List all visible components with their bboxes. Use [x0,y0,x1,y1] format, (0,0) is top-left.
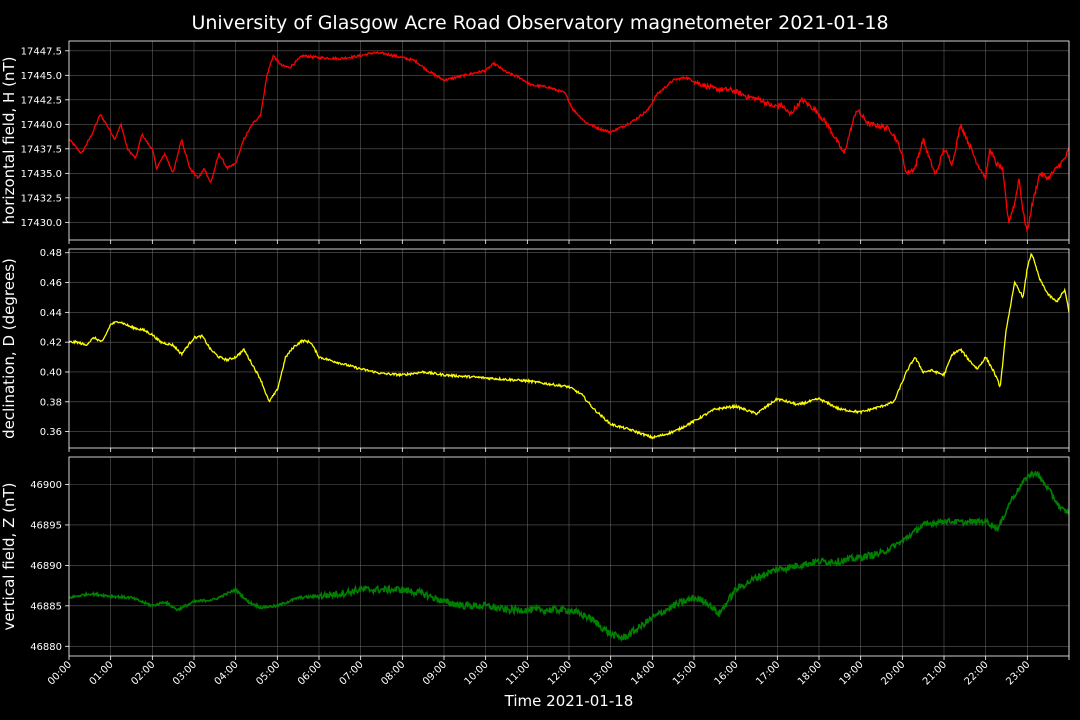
y-tick-label: 17442.5 [21,95,62,106]
y-tick-label: 0.38 [40,397,62,408]
y-tick-label: 17447.5 [21,46,62,57]
y-tick-label: 46880 [30,642,62,653]
y-tick-label: 0.36 [40,427,62,438]
chart-title: University of Glasgow Acre Road Observat… [191,12,888,34]
plot-frame-declination [68,248,1070,449]
plot-frame-horizontal [68,40,1070,241]
y-tick-label: 0.40 [40,367,62,378]
y-tick-label: 0.44 [40,308,62,319]
y-axis-label-vertical: vertical field, Z (nT) [0,482,18,630]
panel-horizontal: 17430.0 17432.5 17435.0 17437.5 17440.0 17442… [0,40,1070,244]
y-tick-label: 17432.5 [21,193,62,204]
panel-declination: 0.36 0.38 0.40 0.42 0.44 0.46 0.48 declination,… [0,248,1070,452]
y-tick-label: 17437.5 [21,144,62,155]
y-tick-label: 46895 [30,520,62,531]
y-tick-label: 0.46 [40,278,62,289]
y-tick-label: 46900 [30,480,62,491]
y-tick-label: 0.42 [40,338,62,349]
panels-group: 17430.0 17432.5 17435.0 17437.5 17440.0 17442… [0,40,1070,660]
y-axis-label-declination: declination, D (degrees) [0,258,18,439]
series-line-declination [69,252,1069,440]
y-tick-label: 0.48 [40,248,62,259]
panel-vertical: 46880 46885 46890 46895 46900 vertical field,… [0,456,1070,660]
y-axis-label-horizontal: horizontal field, H (nT) [0,57,18,225]
y-tick-label: 17435.0 [21,169,62,180]
x-axis-label: Time 2021-01-18 [504,692,634,710]
y-tick-label: 17430.0 [21,218,62,229]
series-line-vertical [69,470,1069,643]
y-tick-label: 46885 [30,601,62,612]
plot-frame-vertical [68,456,1070,657]
series-line-horizontal [69,51,1069,233]
y-tick-label: 17440.0 [21,120,62,131]
y-tick-label: 46890 [30,561,62,572]
y-tick-label: 17445.0 [21,71,62,82]
